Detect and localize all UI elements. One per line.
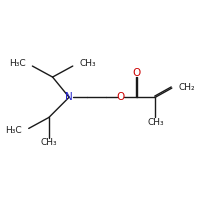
Text: CH₃: CH₃ <box>147 118 164 127</box>
Text: H₃C: H₃C <box>9 59 25 68</box>
Text: CH₂: CH₂ <box>179 83 195 92</box>
Text: CH₃: CH₃ <box>41 138 57 147</box>
Text: O: O <box>116 92 125 102</box>
Text: CH₃: CH₃ <box>80 59 96 68</box>
Text: O: O <box>133 68 141 78</box>
Text: N: N <box>65 92 73 102</box>
Text: H₃C: H₃C <box>5 126 22 135</box>
